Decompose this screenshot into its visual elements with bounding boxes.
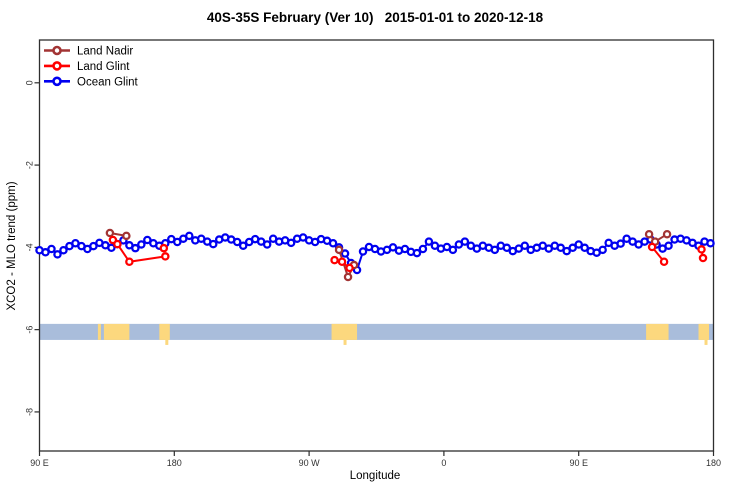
- data-point-land-glint: [330, 255, 339, 265]
- x-tick-label: 90 E: [569, 458, 588, 468]
- legend-marker: [52, 76, 62, 87]
- data-point-ocean-glint: [143, 235, 152, 245]
- data-point-land-nadir: [343, 272, 353, 282]
- ocean-band: [39, 323, 714, 340]
- data-point-land-glint: [697, 245, 706, 254]
- data-point-ocean-glint: [185, 231, 194, 241]
- data-point-land-glint: [659, 257, 669, 267]
- x-tick-label: 90 W: [299, 458, 321, 468]
- data-point-ocean-glint: [574, 240, 583, 249]
- data-point-ocean-glint: [580, 243, 589, 253]
- data-point-land-glint: [159, 243, 169, 253]
- land-segment: [331, 323, 358, 340]
- data-point-ocean-glint: [460, 237, 470, 246]
- data-point-ocean-glint: [556, 243, 565, 253]
- land-tail: [343, 337, 347, 345]
- data-point-ocean-glint: [520, 241, 530, 250]
- data-point-ocean-glint: [107, 243, 116, 253]
- data-point-ocean-glint: [137, 240, 146, 249]
- data-point-ocean-glint: [568, 243, 577, 253]
- data-point-ocean-glint: [238, 241, 248, 250]
- data-point-ocean-glint: [89, 241, 98, 251]
- land-tail: [165, 337, 169, 345]
- data-point-land-glint: [337, 257, 347, 267]
- data-point-ocean-glint: [424, 237, 434, 246]
- x-axis-title: Longitude: [349, 470, 401, 482]
- data-point-ocean-glint: [616, 239, 625, 248]
- data-point-ocean-glint: [131, 243, 140, 253]
- data-point-land-glint: [161, 252, 170, 261]
- legend-label: Land Glint: [77, 61, 130, 73]
- data-point-land-nadir: [644, 229, 654, 239]
- y-axis-title: XCO2 - MLO trend (ppm): [6, 181, 18, 311]
- chart-title: 40S-35S February (Ver 10) 2015-01-01 to …: [206, 10, 544, 25]
- legend-label: Land Nadir: [77, 46, 133, 58]
- data-point-land-glint: [345, 263, 354, 273]
- data-point-ocean-glint: [47, 244, 56, 254]
- data-point-land-nadir: [334, 245, 344, 255]
- data-point-ocean-glint: [53, 250, 62, 259]
- y-tick-label: -2: [25, 161, 35, 169]
- x-tick-label: 0: [441, 458, 446, 468]
- data-point-land-nadir: [662, 229, 672, 239]
- data-point-ocean-glint: [208, 239, 218, 249]
- x-tick-label: 90 E: [30, 458, 49, 468]
- x-tick-label: 180: [706, 458, 721, 468]
- y-tick-label: -6: [25, 326, 35, 334]
- data-point-ocean-glint: [41, 248, 50, 257]
- data-point-ocean-glint: [706, 238, 715, 248]
- data-point-land-glint: [113, 239, 122, 249]
- x-tick-label: 180: [167, 458, 182, 468]
- data-point-ocean-glint: [388, 243, 398, 252]
- data-point-ocean-glint: [286, 238, 296, 248]
- data-point-ocean-glint: [232, 237, 242, 247]
- data-point-ocean-glint: [418, 244, 428, 254]
- y-tick-label: 0: [25, 80, 35, 85]
- land-tail: [704, 337, 708, 345]
- data-point-land-glint: [698, 253, 708, 263]
- data-point-ocean-glint: [598, 245, 607, 255]
- data-point-ocean-glint: [59, 245, 68, 255]
- y-tick-label: -4: [25, 243, 35, 251]
- data-point-ocean-glint: [358, 247, 368, 256]
- data-point-ocean-glint: [562, 246, 571, 256]
- legend-label: Ocean Glint: [77, 76, 139, 88]
- data-point-ocean-glint: [664, 241, 673, 250]
- land-segment: [646, 323, 669, 340]
- data-point-ocean-glint: [340, 249, 350, 258]
- data-point-ocean-glint: [173, 237, 182, 247]
- legend-marker: [52, 45, 62, 56]
- data-point-ocean-glint: [328, 238, 338, 248]
- data-point-ocean-glint: [490, 245, 500, 255]
- data-point-land-nadir: [105, 228, 115, 238]
- legend-marker: [52, 61, 62, 71]
- land-segment: [159, 323, 170, 340]
- y-tick-label: -8: [25, 408, 35, 416]
- data-point-land-glint: [125, 257, 134, 267]
- land-segment: [698, 323, 710, 340]
- data-point-ocean-glint: [448, 245, 458, 255]
- data-point-ocean-glint: [262, 240, 272, 249]
- land-segment: [97, 323, 101, 340]
- land-segment: [103, 323, 130, 340]
- data-point-ocean-glint: [412, 248, 422, 258]
- data-point-land-glint: [647, 242, 657, 252]
- data-point-land-nadir: [122, 231, 131, 241]
- data-point-ocean-glint: [502, 243, 512, 253]
